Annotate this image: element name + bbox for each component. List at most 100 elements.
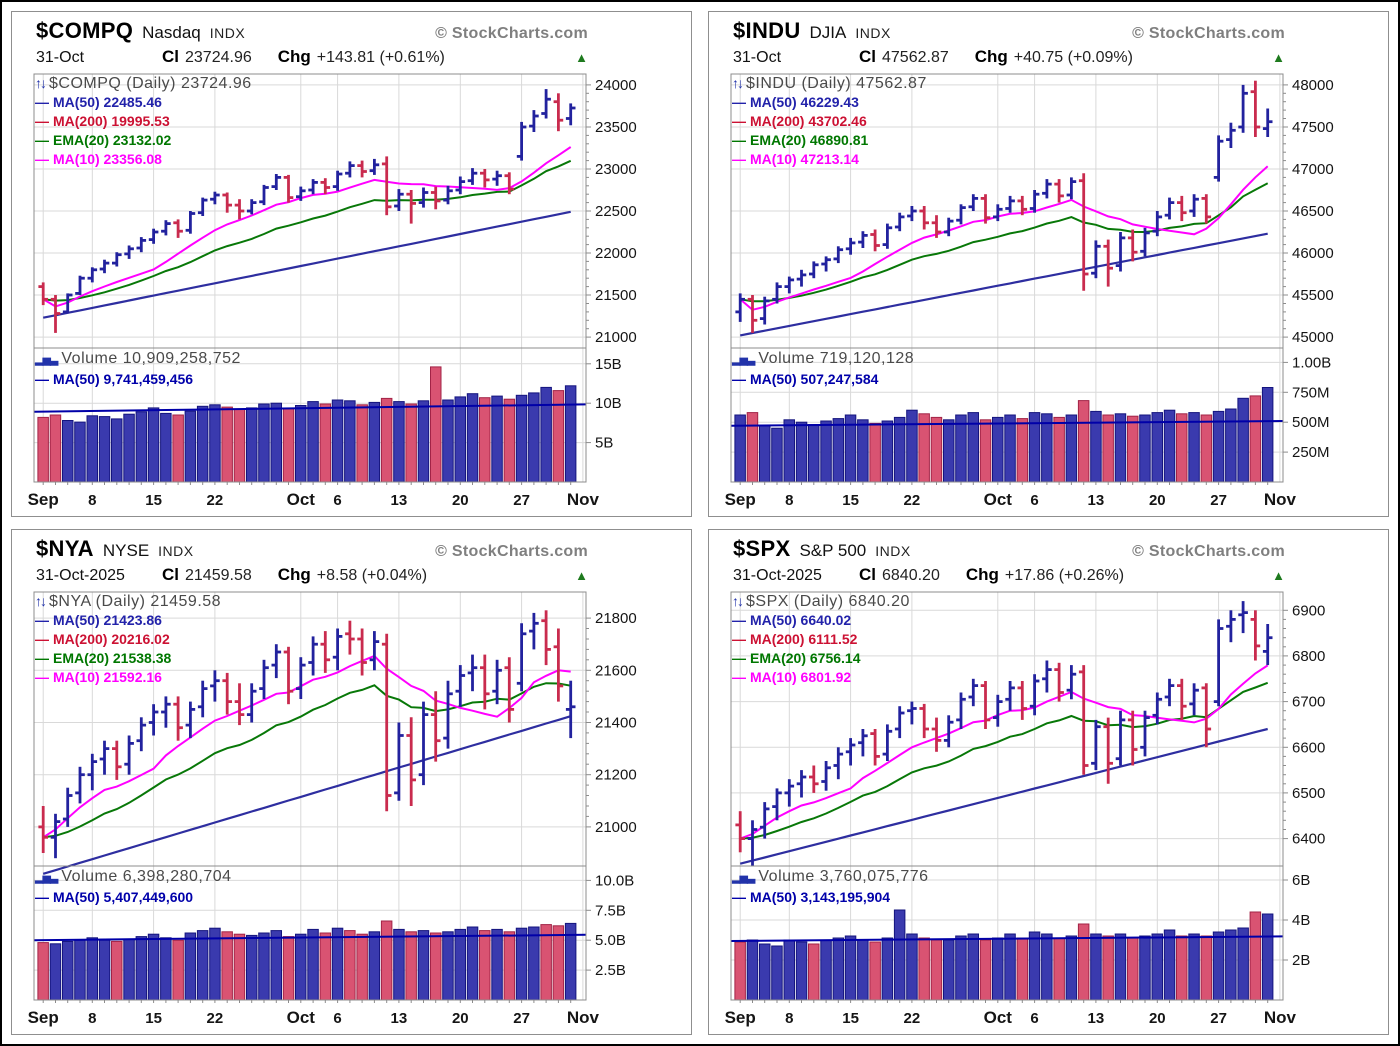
svg-text:15: 15 <box>842 492 859 509</box>
svg-text:7.5B: 7.5B <box>595 902 626 919</box>
svg-text:15: 15 <box>842 1010 859 1027</box>
quote-line: 31-Oct-2025 Cl 6840.20 Chg +17.86 (+0.26… <box>733 565 1285 585</box>
svg-text:6800: 6800 <box>1292 648 1325 665</box>
index-name: Nasdaq <box>142 23 201 42</box>
quote-date: 31-Oct-2025 <box>36 567 125 584</box>
svg-text:6500: 6500 <box>1292 785 1325 802</box>
svg-text:47500: 47500 <box>1292 119 1334 136</box>
svg-text:13: 13 <box>391 492 408 509</box>
up-triangle-icon: ▲ <box>1272 568 1285 583</box>
price-volume-chart[interactable]: Sep 8 15 22 Oct 6 13 20 27 Nov 24000 23500 23000 2250… <box>26 72 686 516</box>
svg-text:6B: 6B <box>1292 872 1310 889</box>
svg-text:24000: 24000 <box>595 77 637 94</box>
svg-text:27: 27 <box>1210 1010 1227 1027</box>
stockcharts-watermark[interactable]: © StockCharts.com <box>1132 25 1285 42</box>
svg-text:8: 8 <box>88 1010 96 1027</box>
svg-text:8: 8 <box>785 492 793 509</box>
svg-text:6: 6 <box>1030 492 1038 509</box>
svg-text:10B: 10B <box>595 395 622 412</box>
svg-text:23500: 23500 <box>595 119 637 136</box>
svg-text:22: 22 <box>904 492 921 509</box>
up-triangle-icon: ▲ <box>575 568 588 583</box>
plot-area: Sep 8 15 22 Oct 6 13 20 27 Nov 21800 21600 21400 2120… <box>26 590 686 1034</box>
svg-text:15: 15 <box>145 1010 162 1027</box>
svg-text:6900: 6900 <box>1292 602 1325 619</box>
svg-text:27: 27 <box>513 1010 530 1027</box>
chart-header: $NYA NYSE INDX © StockCharts.com <box>36 536 588 562</box>
svg-text:22: 22 <box>207 1010 224 1027</box>
close-value: 47562.87 <box>882 49 949 66</box>
svg-text:20: 20 <box>1149 492 1166 509</box>
chart-header: $COMPQ Nasdaq INDX © StockCharts.com <box>36 18 588 44</box>
price-volume-chart[interactable]: Sep 8 15 22 Oct 6 13 20 27 Nov 21800 21600 21400 2120… <box>26 590 686 1034</box>
svg-text:47000: 47000 <box>1292 161 1334 178</box>
svg-text:6400: 6400 <box>1292 831 1325 848</box>
svg-text:6: 6 <box>1030 1010 1038 1027</box>
svg-text:22: 22 <box>904 1010 921 1027</box>
svg-text:21500: 21500 <box>595 287 637 304</box>
svg-text:6: 6 <box>333 1010 341 1027</box>
svg-text:Nov: Nov <box>1264 1008 1297 1027</box>
quote-line: 31-Oct Cl 23724.96 Chg +143.81 (+0.61%) … <box>36 47 588 67</box>
index-name: S&P 500 <box>799 541 867 560</box>
close-value: 23724.96 <box>185 49 252 66</box>
svg-text:2.5B: 2.5B <box>595 962 626 979</box>
stockcharts-watermark[interactable]: © StockCharts.com <box>435 25 588 42</box>
index-name: NYSE <box>102 541 150 560</box>
change-label: Chg <box>277 565 311 584</box>
chart-panel-nya: $NYA NYSE INDX © StockCharts.com 31-Oct-… <box>11 529 692 1035</box>
svg-text:15: 15 <box>145 492 162 509</box>
svg-text:21800: 21800 <box>595 610 637 627</box>
svg-text:23000: 23000 <box>595 161 637 178</box>
close-label: Cl <box>162 47 179 66</box>
svg-text:15B: 15B <box>595 356 622 373</box>
svg-text:2B: 2B <box>1292 952 1310 969</box>
quote-date: 31-Oct-2025 <box>733 567 822 584</box>
svg-text:6600: 6600 <box>1292 739 1325 756</box>
svg-text:1.00B: 1.00B <box>1292 354 1331 371</box>
price-volume-chart[interactable]: Sep 8 15 22 Oct 6 13 20 27 Nov 6900 6800 6700 6600 650… <box>723 590 1383 1034</box>
svg-text:13: 13 <box>391 1010 408 1027</box>
svg-text:46500: 46500 <box>1292 203 1334 220</box>
svg-text:45500: 45500 <box>1292 287 1334 304</box>
quote-date: 31-Oct <box>36 49 85 66</box>
close-value: 21459.58 <box>185 567 252 584</box>
change-value: +8.58 (+0.04%) <box>316 567 428 584</box>
chart-header: $INDU DJIA INDX © StockCharts.com <box>733 18 1285 44</box>
svg-text:27: 27 <box>1210 492 1227 509</box>
stockcharts-watermark[interactable]: © StockCharts.com <box>1132 543 1285 560</box>
symbol: $SPX <box>733 536 791 561</box>
svg-text:21600: 21600 <box>595 662 637 679</box>
plot-area: Sep 8 15 22 Oct 6 13 20 27 Nov 6900 6800 6700 6600 650… <box>723 590 1383 1034</box>
close-label: Cl <box>859 565 876 584</box>
svg-text:5B: 5B <box>595 435 613 452</box>
index-type: INDX <box>209 25 246 41</box>
svg-text:6: 6 <box>333 492 341 509</box>
chart-panel-indu: $INDU DJIA INDX © StockCharts.com 31-Oct… <box>708 11 1389 517</box>
svg-text:45000: 45000 <box>1292 329 1334 346</box>
svg-text:500M: 500M <box>1292 414 1330 431</box>
svg-text:21200: 21200 <box>595 767 637 784</box>
index-type: INDX <box>158 543 194 559</box>
svg-text:Nov: Nov <box>1264 490 1297 509</box>
svg-text:Oct: Oct <box>984 1008 1013 1027</box>
symbol: $NYA <box>36 536 94 561</box>
svg-text:13: 13 <box>1088 1010 1105 1027</box>
chart-header: $SPX S&P 500 INDX © StockCharts.com <box>733 536 1285 562</box>
price-volume-chart[interactable]: Sep 8 15 22 Oct 6 13 20 27 Nov 48000 47500 47000 4650… <box>723 72 1383 516</box>
stockcharts-watermark[interactable]: © StockCharts.com <box>435 543 588 560</box>
index-name: DJIA <box>809 23 847 42</box>
svg-text:Oct: Oct <box>984 490 1013 509</box>
svg-text:21000: 21000 <box>595 329 637 346</box>
svg-text:20: 20 <box>452 492 469 509</box>
quote-line: 31-Oct-2025 Cl 21459.58 Chg +8.58 (+0.04… <box>36 565 588 585</box>
change-label: Chg <box>974 47 1008 66</box>
change-value: +143.81 (+0.61%) <box>316 49 445 66</box>
svg-text:Sep: Sep <box>725 490 756 509</box>
close-label: Cl <box>859 47 876 66</box>
svg-text:4B: 4B <box>1292 912 1310 929</box>
svg-text:250M: 250M <box>1292 444 1330 461</box>
svg-text:21400: 21400 <box>595 715 637 732</box>
svg-text:8: 8 <box>88 492 96 509</box>
